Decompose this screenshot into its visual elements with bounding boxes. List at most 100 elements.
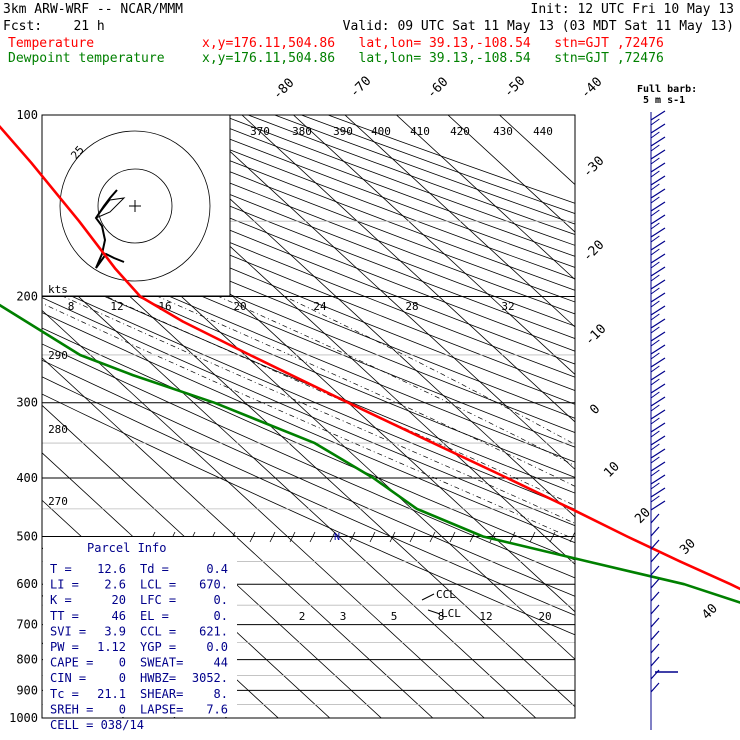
- parcel-field-label: Td =: [140, 562, 169, 576]
- dry-adiabat: [167, 115, 575, 268]
- parcel-field-value: 12.6: [97, 562, 126, 576]
- wind-barb: [650, 188, 666, 199]
- wind-barb: [650, 344, 666, 355]
- pressure-tick-label: 700: [16, 618, 38, 632]
- isotherm: [42, 262, 537, 718]
- theta-label: 370: [250, 125, 270, 138]
- wind-barb: [650, 604, 660, 615]
- dry-adiabat: [42, 282, 575, 510]
- dewpoint-trace: [0, 303, 740, 604]
- parcel-field-label: CAPE =: [50, 656, 93, 670]
- parcel-field-label: Tc =: [50, 687, 79, 701]
- wind-barb: [650, 378, 660, 386]
- dry-adiabat: [42, 151, 575, 365]
- isotherm: [42, 357, 434, 718]
- wind-barb: [650, 656, 660, 667]
- isotherm: [42, 214, 575, 708]
- legend-dewpoint-label: Dewpoint temperature: [8, 51, 165, 66]
- parcel-field-value: 44: [214, 656, 228, 670]
- dry-adiabat: [42, 268, 575, 494]
- parcel-field-value: 0: [119, 702, 126, 716]
- parcel-field-value: 0.: [214, 593, 228, 607]
- theta-label: 390: [333, 125, 353, 138]
- wind-barb: [650, 149, 666, 160]
- forecast-hour: Fcst: 21 h: [3, 19, 105, 34]
- parcel-field-label: YGP =: [140, 640, 176, 654]
- model-title: 3km ARW-WRF -- NCAR/MMM: [3, 2, 184, 17]
- reference-tick: [409, 531, 416, 543]
- dry-adiabat: [42, 175, 575, 391]
- parcel-info-title: Parcel Info: [87, 541, 166, 555]
- pressure-tick-label: 200: [16, 290, 38, 304]
- parcel-field-label: LFC =: [140, 593, 176, 607]
- wind-barb: [650, 339, 660, 347]
- wind-barb: [650, 495, 660, 503]
- isotherm-label: 30: [677, 536, 699, 558]
- isotherm: [42, 404, 382, 718]
- parcel-field-label: SREH =: [50, 702, 93, 716]
- dry-adiabat: [42, 297, 575, 527]
- dry-adiabat: [42, 254, 575, 478]
- hodograph-trace: [94, 189, 125, 269]
- wind-barb: [650, 469, 660, 477]
- init-time: Init: 12 UTC Fri 10 May 13: [530, 2, 735, 17]
- parcel-field-value: 0: [119, 656, 126, 670]
- reference-marker: N: [334, 532, 340, 543]
- parcel-field-label: T =: [50, 562, 72, 576]
- dry-adiabat: [42, 163, 575, 378]
- wind-barb: [650, 253, 666, 264]
- wind-barb: [650, 313, 660, 321]
- wind-barb: [650, 170, 660, 178]
- wind-barb: [650, 240, 666, 251]
- mixing-ratio-label: 2: [299, 610, 306, 623]
- wind-barb: [650, 266, 666, 277]
- wind-barb: [650, 474, 666, 485]
- wind-barb: [650, 448, 666, 459]
- moist-adiabat: [157, 296, 575, 487]
- wind-barb: [650, 443, 660, 451]
- theta-label: 290: [48, 349, 68, 362]
- hodograph-ring-inner: [97, 168, 173, 244]
- reference-tick: [289, 531, 296, 543]
- wind-barb: [650, 500, 666, 511]
- parcel-field-label: LI =: [50, 578, 79, 592]
- hodograph-ring-outer: [59, 130, 211, 282]
- wind-barb: [650, 630, 660, 641]
- reference-tick: [249, 531, 256, 543]
- isotherm-label: -20: [580, 238, 607, 265]
- wind-barb: [650, 274, 660, 282]
- wind-barb: [650, 357, 666, 368]
- wind-barb: [650, 487, 666, 498]
- wind-barb: [650, 365, 660, 373]
- parcel-field-value: 1.12: [97, 640, 126, 654]
- parcel-field-label: CCL =: [140, 624, 176, 638]
- dry-adiabat: [42, 359, 575, 597]
- mixing-ratio-label: 8: [438, 610, 445, 623]
- dry-adiabat: [42, 240, 575, 463]
- isotherm-label: 40: [699, 601, 721, 623]
- wind-barb: [650, 391, 660, 399]
- wind-barb: [650, 118, 660, 126]
- isotherm: [241, 115, 575, 423]
- dry-adiabat: [42, 376, 575, 616]
- parcel-field-label: SVI =: [50, 624, 86, 638]
- lcl-label: LCL: [441, 607, 461, 620]
- wind-barb: [650, 643, 660, 654]
- wind-barb: [650, 279, 666, 290]
- isotherm: [447, 115, 575, 233]
- reference-tick: [509, 531, 516, 543]
- mixing-ratio-label: 5: [391, 610, 398, 623]
- dry-adiabat: [301, 115, 575, 214]
- parcel-field-value: 3052.: [192, 671, 228, 685]
- wind-barb: [650, 526, 660, 537]
- theta-label: 430: [493, 125, 513, 138]
- wind-barb: [650, 396, 666, 407]
- lcl-arrow: [427, 609, 441, 615]
- wind-barb: [650, 209, 660, 217]
- isotherm-label: -60: [424, 75, 451, 102]
- dry-adiabat: [42, 312, 575, 544]
- parcel-field-label: TT =: [50, 609, 79, 623]
- dry-adiabat: [42, 393, 575, 636]
- wind-barb: [650, 435, 666, 446]
